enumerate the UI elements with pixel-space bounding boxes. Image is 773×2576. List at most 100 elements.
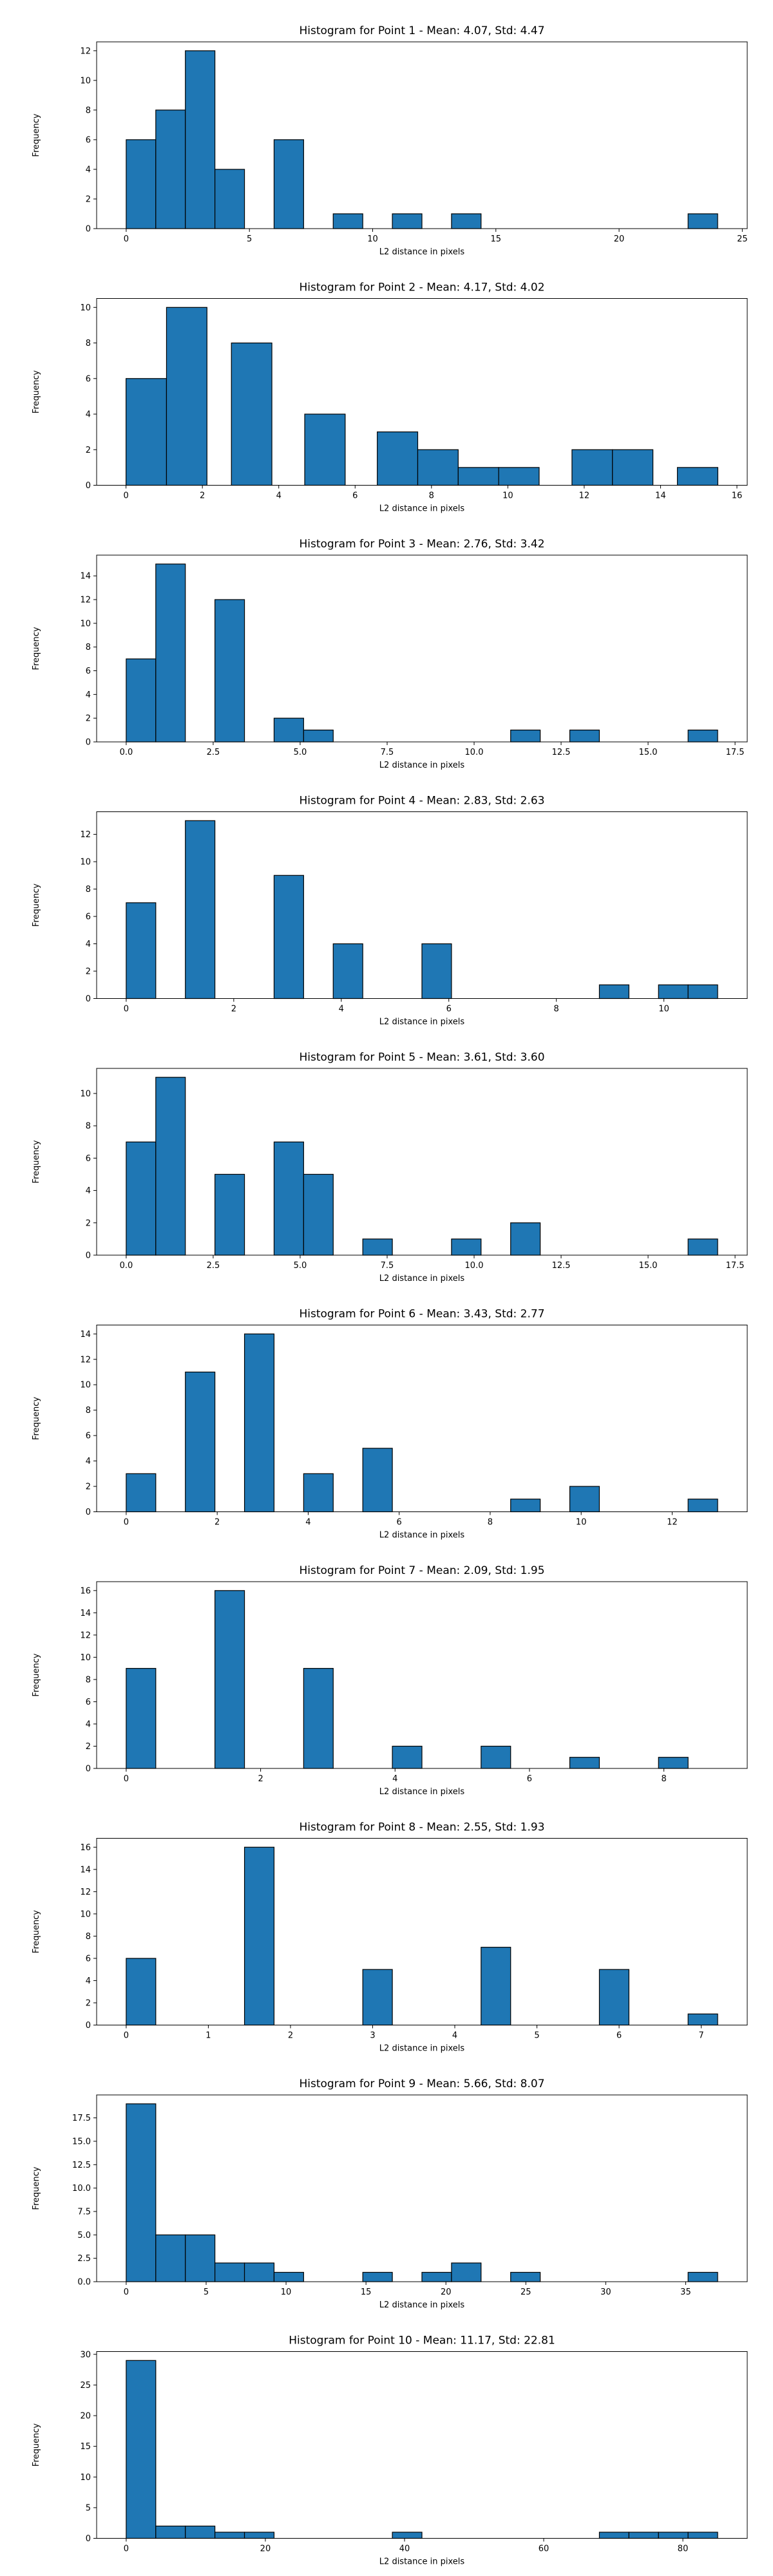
y-tick-label: 14 [80,572,91,582]
histogram-bar [243,2532,275,2539]
x-tick-label: 5.0 [294,748,307,757]
y-tick-label: 2 [86,1218,91,1228]
x-tick-label: 30 [600,2287,611,2297]
y-tick-label: 4 [86,1186,91,1196]
histogram-bar [451,213,482,229]
plot-frame [96,1838,748,2025]
histogram-bar [687,2532,718,2539]
histogram-8: Histogram for Point 8 - Mean: 2.55, Std:… [32,1821,748,2054]
x-axis-label: L2 distance in pixels [379,2300,465,2310]
plot-frame [96,1325,748,1512]
y-axis-label: Frequency [32,113,41,156]
y-tick-label: 10 [80,303,91,313]
x-tick-label: 0 [124,2287,129,2297]
y-tick-label: 8 [86,106,91,115]
x-tick-label: 2.5 [207,1261,220,1271]
y-axis-label: Frequency [32,1653,41,1696]
y-tick-label: 12 [80,1888,91,1897]
x-tick-label: 4 [452,2031,457,2041]
y-tick-label: 15 [80,2442,91,2452]
y-tick-label: 0 [86,1251,91,1261]
chart-title: Histogram for Point 1 - Mean: 4.07, Std:… [299,24,544,37]
y-tick-label: 2 [86,446,91,455]
histogram-bar [598,984,629,999]
plot-frame [96,41,748,229]
histogram-bar [569,729,600,743]
histogram-bar [155,564,186,743]
plot-frame [96,1068,748,1256]
x-tick-label: 0 [124,234,129,244]
x-tick-label: 10 [367,234,378,244]
plot-frame [96,811,748,999]
y-tick-label: 0.0 [77,2278,91,2287]
y-tick-label: 14 [80,1865,91,1875]
y-tick-label: 16 [80,1586,91,1596]
y-tick-label: 15.0 [72,2137,91,2146]
y-tick-label: 2 [86,1482,91,1492]
x-tick-label: 2 [200,491,205,501]
histogram-6: Histogram for Point 6 - Mean: 3.43, Std:… [32,1308,748,1540]
histogram-bar [451,1238,482,1256]
x-axis-label: L2 distance in pixels [379,247,465,257]
y-tick-label: 10 [80,1653,91,1663]
y-tick-label: 12 [80,46,91,56]
histogram-bar [598,2532,629,2539]
y-tick-label: 30 [80,2350,91,2360]
histogram-bar [362,1969,393,2026]
y-tick-label: 25 [80,2381,91,2391]
histogram-9: Histogram for Point 9 - Mean: 5.66, Std:… [32,2078,748,2310]
histogram-bar [273,717,304,743]
y-tick-label: 4 [86,165,91,175]
x-tick-label: 8 [488,1518,493,1528]
y-axis-label: Frequency [32,2166,41,2210]
x-tick-label: 4 [392,1774,397,1784]
y-tick-label: 0 [86,994,91,1004]
y-tick-label: 20 [80,2412,91,2421]
histogram-bar [687,1238,718,1256]
y-axis-label: Frequency [32,370,41,413]
y-tick-label: 12 [80,596,91,605]
histogram-bar [332,213,363,229]
chart-title: Histogram for Point 2 - Mean: 4.17, Std:… [299,281,544,294]
y-tick-label: 14 [80,1330,91,1340]
x-tick-label: 14 [655,491,666,501]
y-tick-label: 12 [80,830,91,840]
y-tick-label: 6 [86,1954,91,1964]
x-tick-label: 0 [123,491,128,501]
histogram-bar [303,1473,334,1513]
histogram-bar [571,449,613,486]
x-tick-label: 10 [502,491,513,501]
histogram-bar [498,467,540,486]
x-tick-label: 8 [554,1005,559,1014]
histogram-bar [457,467,499,486]
histogram-bar [510,1222,541,1256]
histogram-7: Histogram for Point 7 - Mean: 2.09, Std:… [32,1564,748,1797]
histogram-bar [658,984,689,999]
x-tick-label: 0 [124,2544,129,2554]
y-tick-label: 8 [86,1932,91,1942]
y-tick-label: 14 [80,1609,91,1618]
histogram-bar [126,1141,157,1256]
histogram-bar [362,2271,393,2282]
x-tick-label: 4 [276,491,282,501]
x-tick-label: 17.5 [726,748,745,757]
x-tick-label: 10.0 [465,1261,484,1271]
x-tick-label: 5 [534,2031,539,2041]
chart-title: Histogram for Point 6 - Mean: 3.43, Std:… [299,1308,544,1321]
y-tick-label: 10 [80,2473,91,2483]
histogram-3: Histogram for Point 3 - Mean: 2.76, Std:… [32,538,748,770]
y-axis-label: Frequency [32,1140,41,1183]
y-tick-label: 0 [86,225,91,234]
histogram-bar [304,413,346,486]
plot-frame [96,554,748,743]
histogram-bar [362,1448,393,1513]
y-tick-label: 2 [86,194,91,204]
x-tick-label: 25 [520,2287,531,2297]
y-axis-label: Frequency [32,627,41,670]
y-tick-label: 4 [86,410,91,420]
y-tick-label: 6 [86,1154,91,1164]
histogram-bar [481,1947,511,2026]
histogram-bar [126,378,167,486]
histogram-1: Histogram for Point 1 - Mean: 4.07, Std:… [32,24,748,257]
